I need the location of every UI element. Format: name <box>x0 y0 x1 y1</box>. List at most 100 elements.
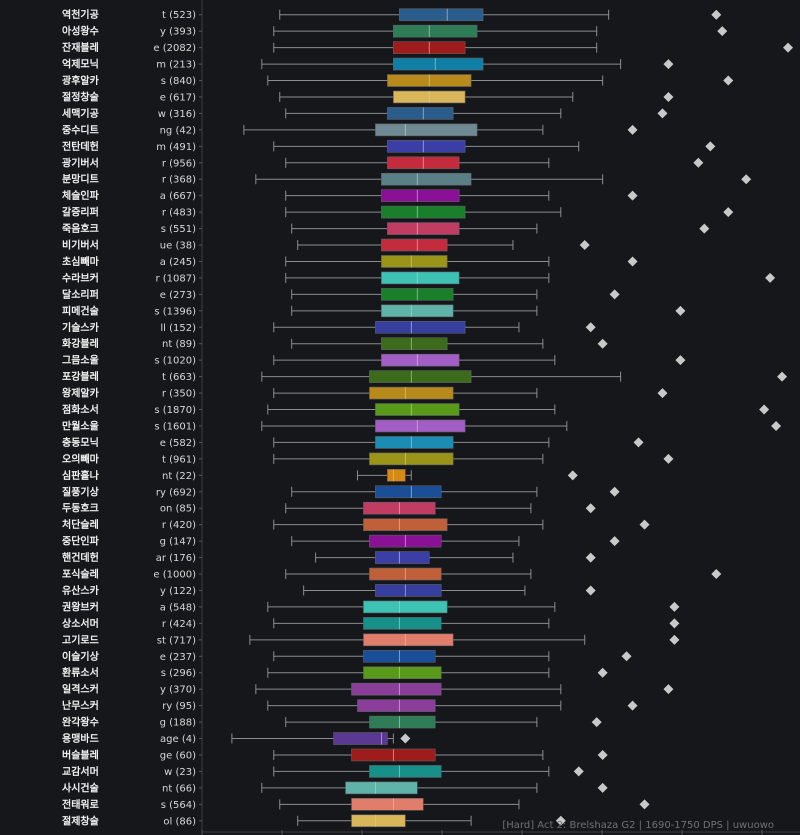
row-sample-label: ry (95) <box>162 701 196 712</box>
row-sample-label: e (582) <box>160 438 196 449</box>
outlier-marker <box>669 618 680 629</box>
row-class-label: 사시건술 <box>62 781 99 794</box>
row-sample-label: s (1870) <box>154 405 196 416</box>
outlier-marker <box>627 256 638 267</box>
box-iqr <box>363 617 442 630</box>
row-class-label: 광기버서 <box>62 156 99 169</box>
row-sample-label: s (1020) <box>154 356 196 367</box>
box-row: 초심빼마 a (245) <box>62 255 638 268</box>
row-class-label: 유산스카 <box>62 584 100 597</box>
row-sample-label: w (316) <box>158 109 196 120</box>
row-class-label: 광후알카 <box>62 74 100 87</box>
outlier-marker <box>723 75 734 86</box>
box-row: 유산스카 y (122) <box>62 584 596 597</box>
box-iqr <box>381 353 460 367</box>
box-row: 사시건술 nt (66) <box>62 781 608 794</box>
row-sample-label: a (667) <box>160 191 196 202</box>
outlier-marker <box>777 371 788 382</box>
box-iqr <box>375 123 478 137</box>
row-class-label: 질풍기상 <box>62 485 100 498</box>
outlier-marker <box>657 388 668 399</box>
box-iqr <box>333 732 388 745</box>
row-class-label: 처단슬레 <box>62 518 99 531</box>
row-sample-label: g (147) <box>160 537 197 548</box>
row-sample-label: w (23) <box>164 767 196 778</box>
row-sample-label: s (840) <box>161 76 196 87</box>
row-sample-label: s (296) <box>161 668 196 679</box>
row-class-label: 중수디트 <box>62 123 99 136</box>
outlier-marker <box>711 9 722 20</box>
outlier-marker <box>717 26 728 37</box>
row-sample-label: y (122) <box>160 586 196 597</box>
outlier-marker <box>759 404 770 415</box>
row-class-label: 포강블레 <box>62 370 99 383</box>
row-class-label: 점화소서 <box>62 403 99 416</box>
box-row: 잔재블레 e (2082) <box>62 41 794 54</box>
chart-footer-caption: [Hard] Act 2: Brelshaza G2 | 1690-1750 D… <box>502 820 774 831</box>
row-class-label: 난무스커 <box>62 699 99 712</box>
box-iqr <box>387 469 406 482</box>
box-iqr <box>363 600 448 614</box>
box-iqr <box>393 57 484 71</box>
row-sample-label: e (1000) <box>153 570 196 581</box>
row-class-label: 전태워로 <box>62 798 99 811</box>
row-class-label: 오의빼마 <box>62 452 100 465</box>
row-sample-label: s (564) <box>161 800 196 811</box>
outlier-marker <box>657 108 668 119</box>
outlier-marker <box>585 503 596 514</box>
box-row: 이슬기상 e (237) <box>62 650 632 663</box>
box-row: 분망디트 r (368) <box>62 173 752 186</box>
box-iqr <box>381 205 466 219</box>
box-iqr <box>369 715 436 729</box>
row-sample-label: nt (22) <box>162 471 196 482</box>
row-sample-label: age (4) <box>160 734 196 745</box>
row-sample-label: ue (38) <box>160 241 196 252</box>
box-row: 일격스커 y (370) <box>62 682 674 696</box>
outlier-marker <box>579 240 590 251</box>
box-row: 용맹바드 age (4) <box>62 732 411 745</box>
row-class-label: 죽음호크 <box>62 222 99 235</box>
box-row: 충동모닉 e (582) <box>62 436 644 449</box>
row-sample-label: r (420) <box>162 520 196 531</box>
outlier-marker <box>663 59 674 70</box>
outlier-marker <box>597 667 608 678</box>
box-iqr <box>399 8 484 22</box>
outlier-marker <box>573 766 584 777</box>
box-row: 고기로드 st (717) <box>62 633 680 646</box>
box-row: 세맥기공 w (316) <box>62 107 668 120</box>
outlier-marker <box>585 552 596 563</box>
row-class-label: 만월소울 <box>62 419 99 432</box>
outlier-marker <box>597 338 608 349</box>
outlier-marker <box>585 585 596 596</box>
outlier-marker <box>597 749 608 760</box>
box-row: 환류소서 s (296) <box>62 666 608 679</box>
row-class-label: 비기버서 <box>62 239 99 252</box>
outlier-marker <box>567 470 578 481</box>
box-iqr <box>351 814 406 828</box>
row-sample-label: r (368) <box>162 175 196 186</box>
box-iqr <box>375 485 442 499</box>
row-class-label: 잔재블레 <box>62 41 99 54</box>
outlier-marker <box>609 486 620 497</box>
row-class-label: 체술인파 <box>62 189 100 202</box>
outlier-marker <box>663 453 674 464</box>
row-class-label: 초심빼마 <box>62 255 100 268</box>
row-sample-label: nt (89) <box>162 339 196 350</box>
row-class-label: 왕제알카 <box>62 387 100 400</box>
box-row: 아성왕수 y (393) <box>62 25 728 38</box>
box-iqr <box>357 699 436 712</box>
box-row: 전태워로 s (564) <box>62 798 650 811</box>
row-sample-label: ll (152) <box>160 323 196 334</box>
box-row: 역천기공 t (523) <box>62 8 722 22</box>
box-iqr <box>351 682 442 696</box>
row-class-label: 수라브커 <box>62 271 99 284</box>
box-row: 화강블레 nt (89) <box>62 337 608 350</box>
box-iqr <box>375 403 460 416</box>
box-iqr <box>375 419 466 433</box>
row-sample-label: r (1087) <box>155 273 196 284</box>
outlier-marker <box>627 700 638 711</box>
box-iqr <box>345 781 418 795</box>
box-iqr <box>369 386 454 400</box>
box-iqr <box>375 320 466 334</box>
